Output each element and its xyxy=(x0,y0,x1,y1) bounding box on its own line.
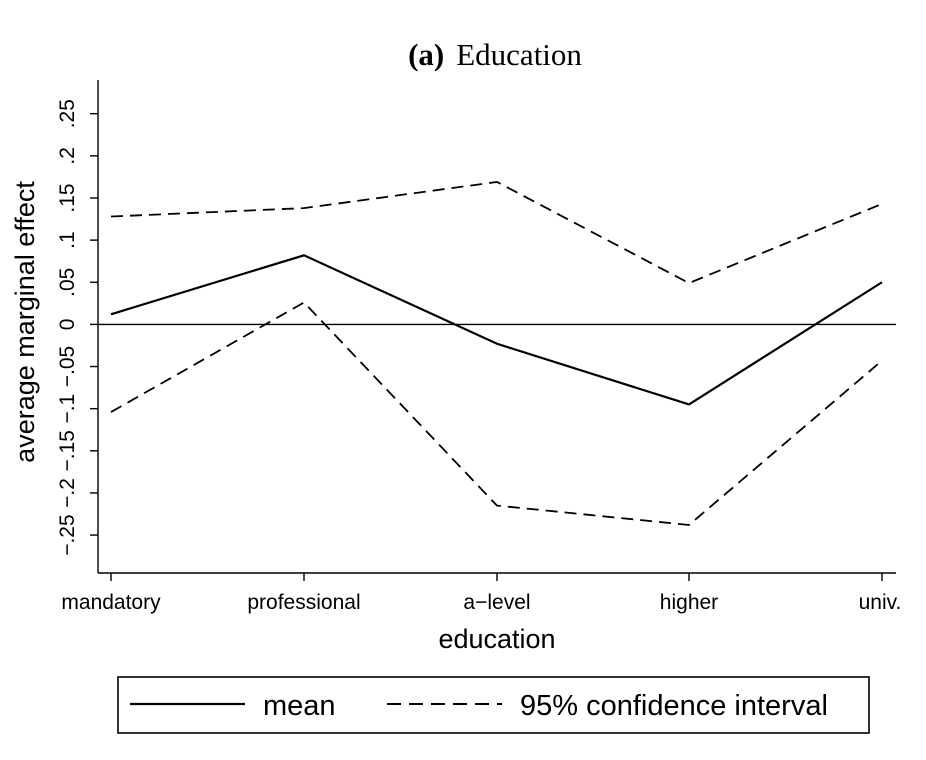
x-tick-label: professional xyxy=(247,591,360,614)
x-tick-label: univ. xyxy=(859,591,902,614)
y-tick-label: .2 xyxy=(56,147,79,165)
chart-title-text: Education xyxy=(456,37,582,72)
x-tick-label: a−level xyxy=(463,591,530,614)
legend: mean 95% confidence interval xyxy=(117,676,870,734)
y-tick-label: .15 xyxy=(56,183,79,212)
y-tick-label: .25 xyxy=(56,99,79,128)
y-axis-label: average marginal effect xyxy=(10,181,40,463)
y-tick-label: −.15 xyxy=(56,430,79,471)
y-tick-label: −.2 xyxy=(56,478,79,508)
legend-box xyxy=(117,676,870,734)
y-tick-label: .1 xyxy=(56,231,79,249)
series-line-mean xyxy=(110,254,883,406)
legend-label-ci: 95% confidence interval xyxy=(520,690,828,722)
chart-title: (a) Education xyxy=(408,37,582,72)
series-group xyxy=(110,181,883,526)
chart-title-prefix: (a) xyxy=(408,37,444,72)
y-ticks: −.25 −.2 −.15 −.1 −.05 0 .05 .1 .15 .2 .25 xyxy=(56,99,98,556)
y-tick-label: .05 xyxy=(56,268,79,297)
x-axis-label: education xyxy=(438,624,555,654)
y-tick-label: −.1 xyxy=(56,394,79,424)
x-tick-label: mandatory xyxy=(61,591,161,614)
y-tick-label: 0 xyxy=(56,319,79,331)
x-ticks: mandatory professional a−level higher univ. xyxy=(61,573,901,614)
y-tick-label: −.25 xyxy=(56,514,79,555)
y-tick-label: −.05 xyxy=(56,346,79,387)
series-line-ci-upper xyxy=(110,181,883,285)
series-line-ci-lower xyxy=(110,301,883,526)
legend-label-mean: mean xyxy=(263,690,336,722)
x-tick-label: higher xyxy=(660,591,718,614)
